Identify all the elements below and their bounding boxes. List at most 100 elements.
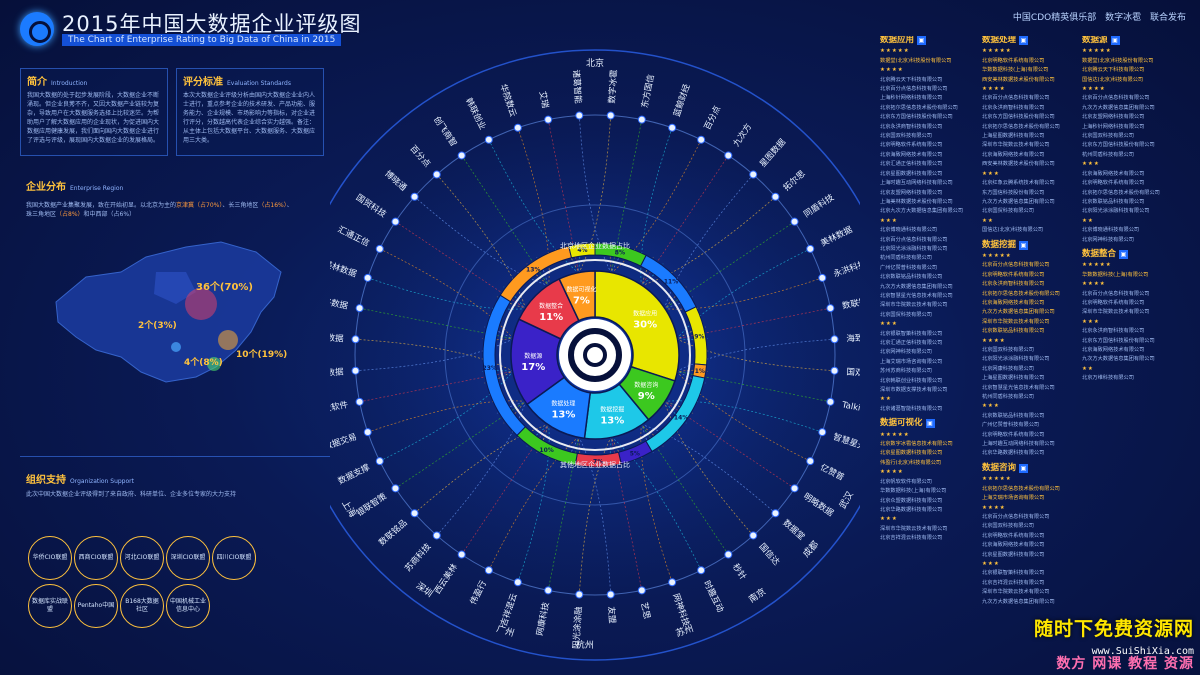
company-node-2[interactable] [668,123,677,132]
company-node-3[interactable] [697,135,706,144]
company-label-11[interactable]: 海致网络 [846,331,860,344]
company-label-46[interactable]: 艾瑞 [537,90,551,109]
company-list-item[interactable]: 杭州同盾科技有限公司 [982,394,1034,401]
company-list-item[interactable]: 深圳市华院数云技术有限公司 [880,525,948,532]
company-list-item[interactable]: 北京腾云天下科技有限公司 [880,76,943,83]
company-node-31[interactable] [391,484,400,493]
company-list-item[interactable]: 九次方大数据信息集团有限公司 [880,283,953,290]
company-node-43[interactable] [457,151,466,160]
company-list-item[interactable]: 北京国双科技有限公司 [1082,133,1134,140]
company-list-item[interactable]: 北京明略软件系统有限公司 [982,532,1045,539]
company-node-38[interactable] [363,273,372,282]
company-list-item[interactable]: 深圳市华院数云技术有限公司 [982,589,1050,596]
company-list-item[interactable]: 国信达(北京)科技有限公司 [1082,76,1144,83]
company-list-item[interactable]: 北京星图数据科技有限公司 [982,551,1045,558]
company-node-18[interactable] [749,531,758,540]
company-node-36[interactable] [351,335,360,344]
company-list-item[interactable]: 华数数据科技(上海)有限公司 [880,488,947,495]
company-node-6[interactable] [771,192,780,201]
company-list-item[interactable]: 北京拓尔思信息技术股份有限公司 [880,104,958,111]
company-list-item[interactable]: 北京数联铭品科技有限公司 [982,412,1045,419]
company-list-item[interactable]: 北京明略软件系统有限公司 [880,142,943,149]
company-list-item[interactable]: 北京百分点信息科技有限公司 [1082,95,1150,102]
company-node-12[interactable] [830,366,839,375]
company-list-item[interactable]: 北京腾云天下科技有限公司 [1082,67,1145,74]
company-list-item[interactable]: 上海时趣互动网络科技有限公司 [982,441,1055,448]
company-node-33[interactable] [363,428,372,437]
pie-slice-0[interactable] [594,270,680,382]
company-list-item[interactable]: 北京东方国信科技股份有限公司 [880,114,953,121]
company-list-item[interactable]: 北京友盟网络科技有限公司 [1082,114,1145,121]
company-label-0[interactable]: 数字冰雹 [606,69,619,104]
company-node-30[interactable] [410,509,419,518]
pie-slice-6[interactable] [558,270,596,322]
company-list-item[interactable]: 广州亿赞普科技有限公司 [982,422,1040,429]
company-node-28[interactable] [457,550,466,559]
company-label-23[interactable]: 友盟 [605,606,617,624]
company-list-item[interactable]: 北京拓尔思信息技术股份有限公司 [1082,189,1160,196]
company-list-item[interactable]: 北京海致网络技术有限公司 [1082,347,1145,353]
company-list-item[interactable]: 北京数联铭品科技有限公司 [880,274,943,281]
company-list-item[interactable]: 上海美林数据技术股份有限公司 [880,198,953,205]
company-list-item[interactable]: 北京红象云腾系统技术有限公司 [982,180,1055,187]
company-list-item[interactable]: 上海星图数据科技有限公司 [982,133,1045,140]
company-list-item[interactable]: 西安美林数据技术股份有限公司 [982,76,1055,83]
company-list-item[interactable]: 北京万维科技有限公司 [1082,375,1134,382]
company-list-item[interactable]: 北京海致网络技术有限公司 [982,542,1045,549]
company-list-item[interactable]: 北京数联铭品科技有限公司 [982,328,1045,335]
company-list-item[interactable]: 西安美林数据技术股份有限公司 [982,161,1055,168]
company-node-20[interactable] [697,566,706,575]
company-list-item[interactable]: 北京华路数据科技有限公司 [982,450,1045,457]
company-list-item[interactable]: 北京国双科技有限公司 [982,523,1034,530]
company-list-item[interactable]: 北京友盟网络科技有限公司 [880,189,943,196]
company-node-45[interactable] [513,123,522,132]
company-list-item[interactable]: 北京东方国信科技股份有限公司 [982,114,1055,121]
company-node-23[interactable] [606,590,615,599]
company-list-item[interactable]: 北京数联铭品科技有限公司 [1082,198,1145,205]
company-list-item[interactable]: 九次方大数据信息集团有限公司 [982,198,1055,205]
company-list-item[interactable]: 北京智慧星光信息技术有限公司 [982,384,1055,391]
company-list-item[interactable]: 北京百分点信息科技有限公司 [982,262,1050,269]
company-node-5[interactable] [749,170,758,179]
company-node-32[interactable] [375,457,384,466]
company-list-item[interactable]: 北京海致网络技术有限公司 [982,151,1045,158]
company-list-item[interactable]: 北京明略软件系统有限公司 [1082,299,1145,306]
company-label-12[interactable]: 国双科技 [846,366,860,379]
company-node-29[interactable] [432,531,441,540]
company-list-item[interactable]: 华数数据科技(上海)有限公司 [982,67,1049,74]
company-node-47[interactable] [575,111,584,120]
company-node-9[interactable] [818,273,827,282]
company-list-item[interactable]: 九次方大数据信息集团有限公司 [982,309,1055,316]
company-list-item[interactable]: 北京阳光涂涂融科技有限公司 [1082,208,1150,215]
company-node-21[interactable] [668,578,677,587]
company-node-40[interactable] [391,217,400,226]
company-node-19[interactable] [724,550,733,559]
company-list-item[interactable]: 北京永洪商智科技有限公司 [880,123,943,130]
company-list-item[interactable]: 北京诸葛智能科技有限公司 [880,405,943,412]
company-list-item[interactable]: 北京帆软软件有限公司 [880,478,932,485]
company-list-item[interactable]: 杭州同盾科技有限公司 [1082,151,1134,158]
company-node-14[interactable] [818,428,827,437]
company-list-item[interactable]: 北京百分点信息科技有限公司 [1082,290,1150,297]
company-list-item[interactable]: 北京永洪商智科技有限公司 [982,104,1045,111]
company-list-item[interactable]: 数据堂(北京)科技股份有限公司 [880,57,952,64]
company-label-22[interactable]: 艺思 [638,601,651,620]
watermark-url[interactable]: www.SuiShiXia.com [1091,646,1194,657]
company-list-item[interactable]: 数据堂(北京)科技股份有限公司 [1082,57,1154,64]
company-list-item[interactable]: 北京拓尔思信息技术股份有限公司 [982,290,1060,297]
company-list-item[interactable]: 北京永洪商智科技有限公司 [1082,328,1145,335]
company-list-item[interactable]: 北京阳光涂涂融科技有限公司 [880,245,948,252]
company-node-24[interactable] [575,590,584,599]
company-list-item[interactable]: 九次方大数据信息集团有限公司 [1082,356,1155,363]
company-node-1[interactable] [637,115,646,124]
company-node-37[interactable] [355,304,364,313]
company-list-item[interactable]: 北京海致网络技术有限公司 [982,299,1045,306]
company-list-item[interactable]: 北京网神科技有限公司 [880,349,932,356]
company-node-25[interactable] [544,586,553,595]
company-list-item[interactable]: 北京星图数据科技有限公司 [880,170,943,177]
company-node-34[interactable] [355,397,364,406]
company-list-item[interactable]: 上海艾瑞市场咨询有限公司 [982,495,1045,502]
header-link-bingbao[interactable]: 数字冰雹 [1105,13,1142,23]
company-list-item[interactable]: 北京众盟数据科技有限公司 [880,497,943,504]
company-list-item[interactable]: 九次方大数据信息集团有限公司 [1082,104,1155,111]
